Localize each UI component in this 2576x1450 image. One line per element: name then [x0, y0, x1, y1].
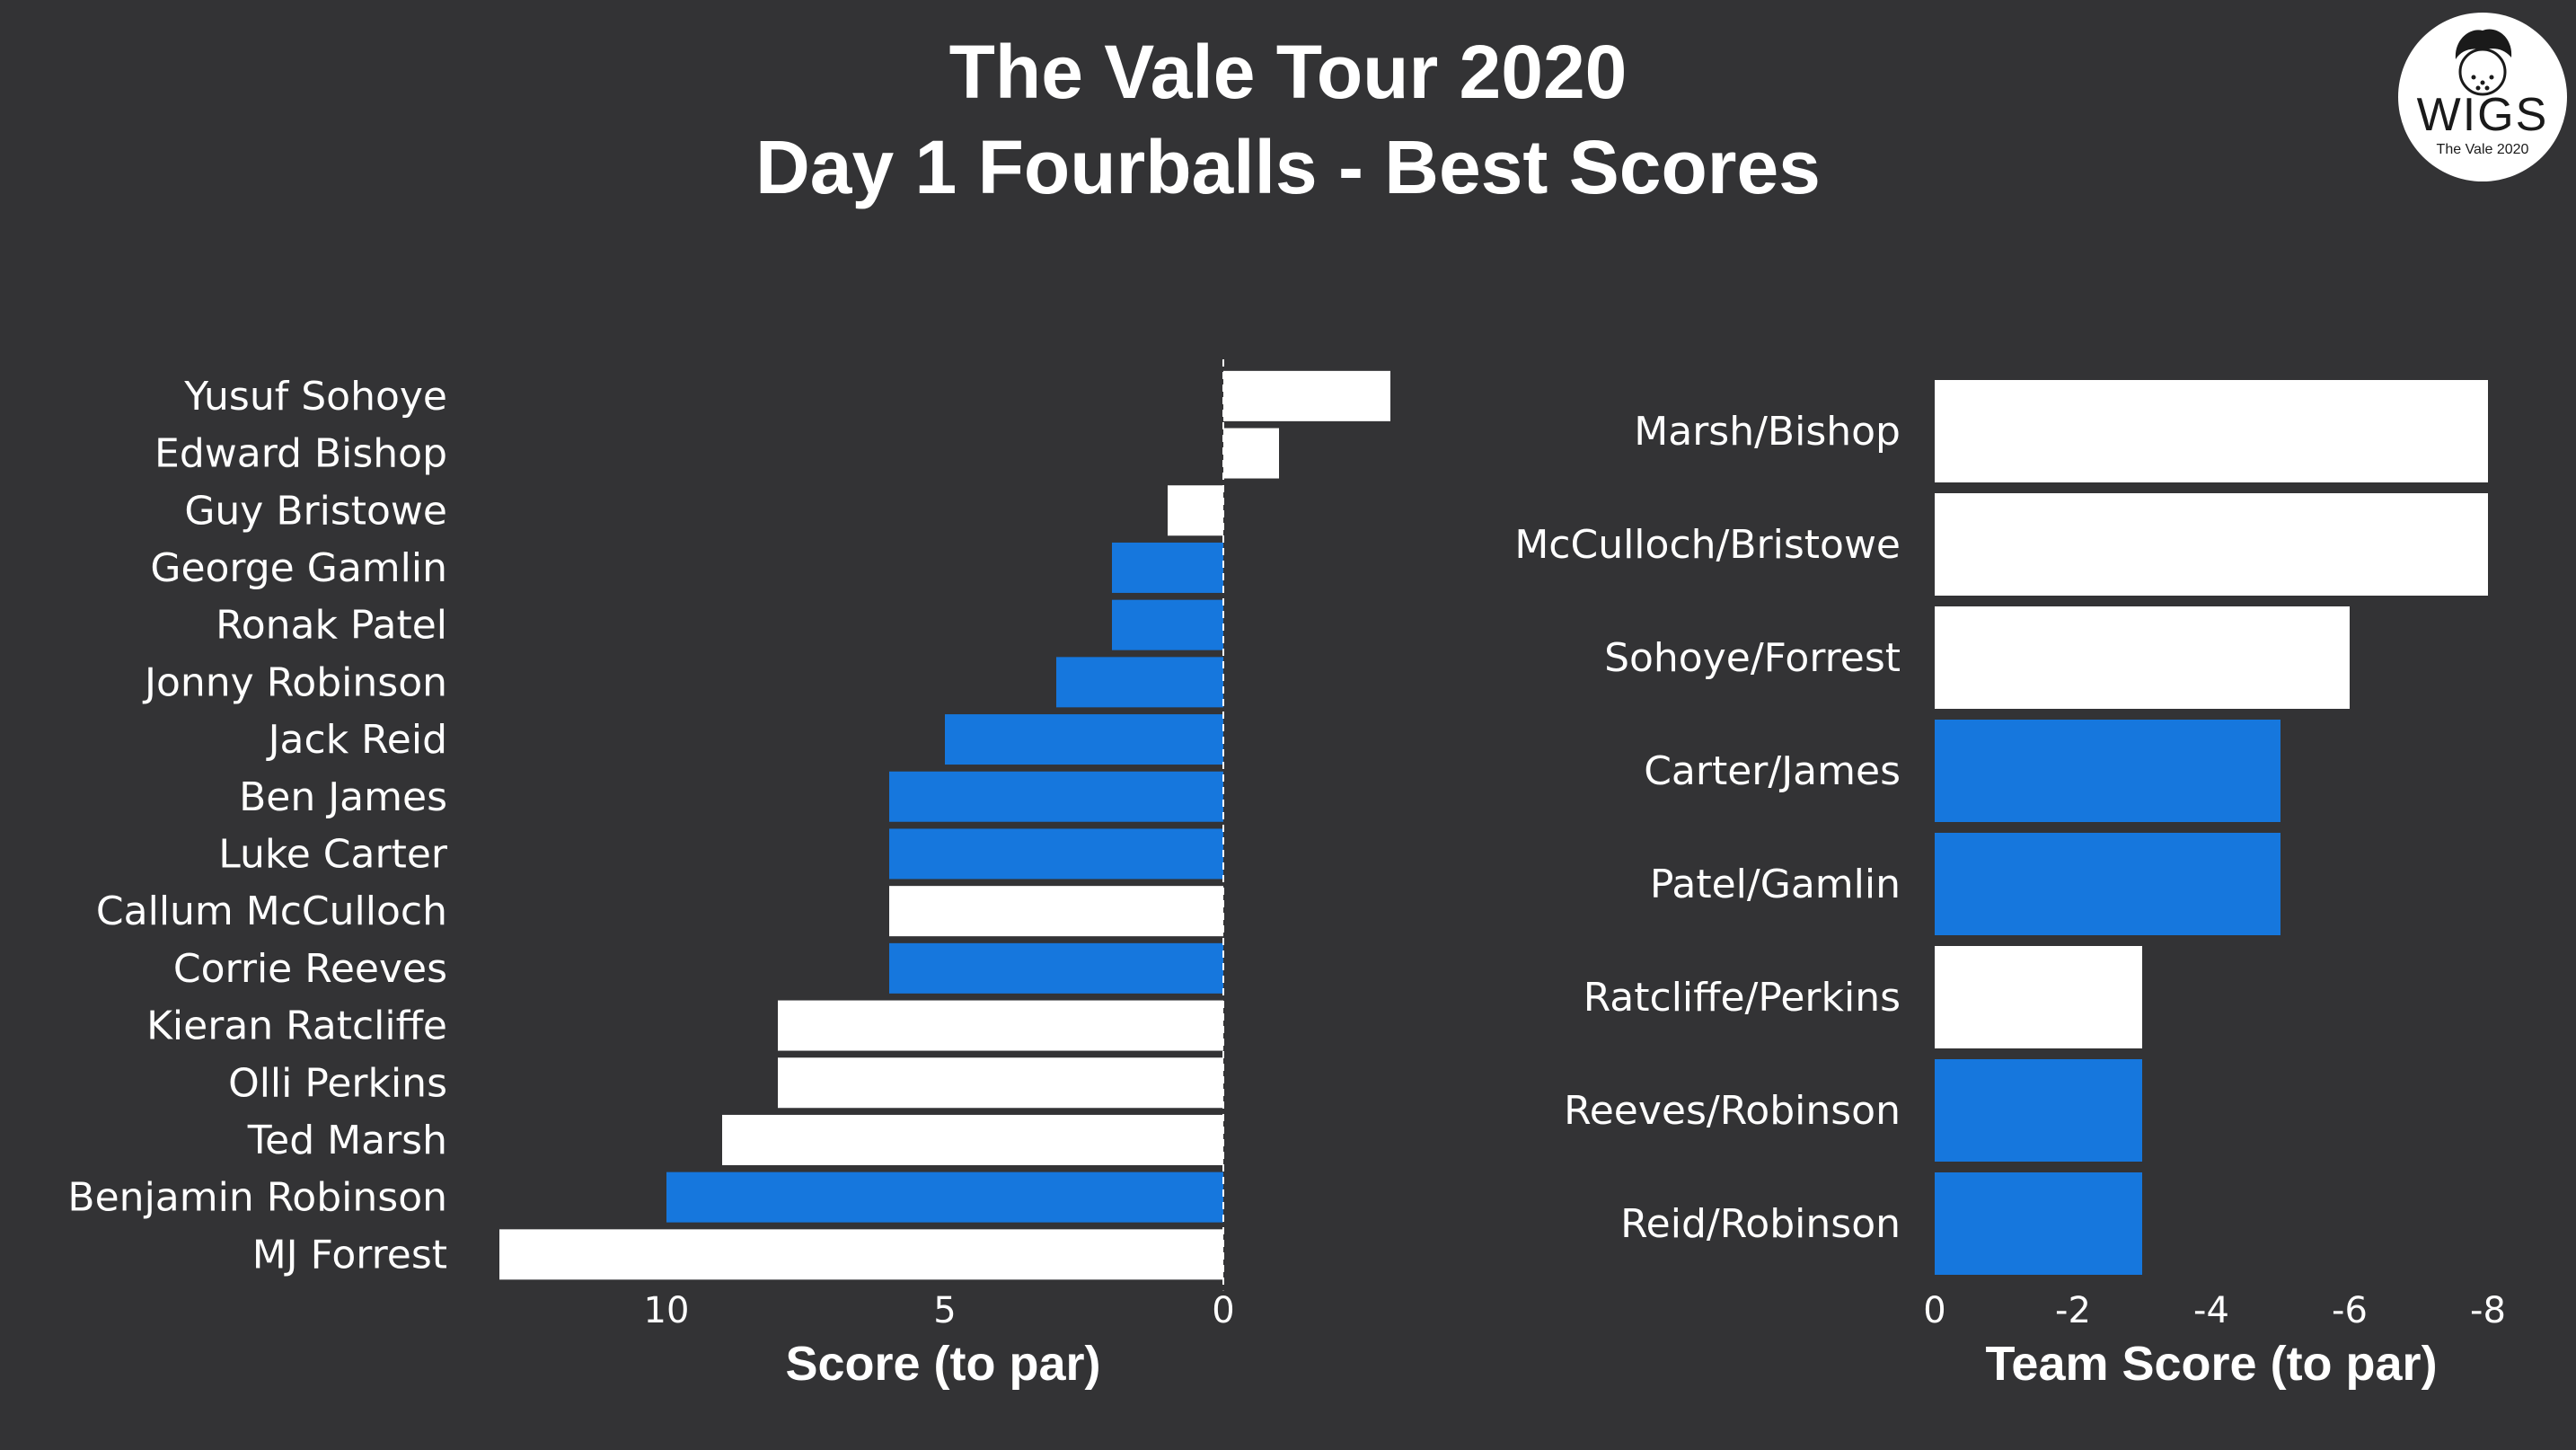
bar-mj-forrest: [499, 1229, 1223, 1280]
bar-mcculloch-bristowe: [1935, 493, 2488, 596]
x-tick-label: -4: [2193, 1290, 2229, 1331]
category-label-guy-bristowe: Guy Bristowe: [184, 488, 447, 534]
category-label-ted-marsh: Ted Marsh: [247, 1118, 447, 1163]
category-label-olli-perkins: Olli Perkins: [228, 1060, 447, 1106]
bar-reid-robinson: [1935, 1172, 2142, 1275]
bar-jonny-robinson: [1056, 657, 1223, 708]
bar-olli-perkins: [778, 1057, 1223, 1109]
bar-kieran-ratcliffe: [778, 1000, 1223, 1051]
category-label-marsh-bishop: Marsh/Bishop: [1634, 409, 1901, 455]
bar-yusuf-sohoye: [1223, 370, 1390, 421]
x-tick-label: 5: [933, 1290, 956, 1331]
bar-ted-marsh: [722, 1114, 1223, 1165]
x-tick-label: 10: [644, 1290, 690, 1331]
category-label-george-gamlin: George Gamlin: [150, 545, 447, 591]
x-tick-label: 0: [1212, 1290, 1234, 1331]
category-label-carter-james: Carter/James: [1644, 748, 1901, 794]
category-label-ronak-patel: Ronak Patel: [216, 603, 447, 649]
bar-benjamin-robinson: [666, 1171, 1223, 1223]
x-tick-label: -8: [2470, 1290, 2506, 1331]
bar-guy-bristowe: [1168, 485, 1223, 536]
category-label-mj-forrest: MJ Forrest: [252, 1232, 447, 1278]
wigs-logo: WIGS The Vale 2020: [2398, 13, 2567, 181]
bar-patel-gamlin: [1935, 833, 2280, 935]
logo-wordmark: WIGS: [2416, 89, 2549, 141]
bar-edward-bishop: [1223, 428, 1279, 479]
x-tick-label: -6: [2332, 1290, 2368, 1331]
category-label-patel-gamlin: Patel/Gamlin: [1650, 862, 1901, 907]
bar-george-gamlin: [1112, 542, 1223, 593]
category-label-edward-bishop: Edward Bishop: [154, 431, 447, 477]
category-label-reid-robinson: Reid/Robinson: [1620, 1201, 1901, 1247]
category-label-yusuf-sohoye: Yusuf Sohoye: [183, 374, 447, 420]
category-label-kieran-ratcliffe: Kieran Ratcliffe: [146, 1004, 447, 1049]
bar-ronak-patel: [1112, 599, 1223, 650]
bar-luke-carter: [889, 828, 1223, 880]
x-tick-label: 0: [1923, 1290, 1945, 1331]
chart-title-line-1: The Vale Tour 2020: [948, 30, 1628, 114]
logo-subtitle: The Vale 2020: [2436, 142, 2529, 157]
category-label-benjamin-robinson: Benjamin Robinson: [67, 1175, 447, 1221]
x-tick-label: -2: [2055, 1290, 2091, 1331]
category-label-reeves-robinson: Reeves/Robinson: [1564, 1088, 1901, 1134]
category-label-jack-reid: Jack Reid: [266, 717, 447, 763]
golfer-head-icon: [2455, 29, 2512, 96]
bar-sohoye-forrest: [1935, 606, 2350, 709]
bar-ben-james: [889, 771, 1223, 822]
bar-carter-james: [1935, 720, 2280, 822]
bar-jack-reid: [945, 714, 1223, 765]
chart-title-line-2: Day 1 Fourballs - Best Scores: [755, 125, 1821, 209]
category-label-corrie-reeves: Corrie Reeves: [173, 946, 447, 992]
x-axis-title-left: Score (to par): [785, 1337, 1100, 1391]
category-label-ratcliffe-perkins: Ratcliffe/Perkins: [1584, 975, 1901, 1021]
category-label-callum-mcculloch: Callum McCulloch: [96, 889, 447, 934]
x-axis-title-right: Team Score (to par): [1985, 1337, 2437, 1391]
category-label-mcculloch-bristowe: McCulloch/Bristowe: [1514, 522, 1901, 568]
category-label-ben-james: Ben James: [239, 774, 447, 820]
bar-marsh-bishop: [1935, 380, 2488, 482]
bar-corrie-reeves: [889, 942, 1223, 994]
category-label-sohoye-forrest: Sohoye/Forrest: [1604, 635, 1901, 681]
bar-ratcliffe-perkins: [1935, 946, 2142, 1048]
category-label-luke-carter: Luke Carter: [218, 831, 448, 877]
category-label-jonny-robinson: Jonny Robinson: [142, 659, 447, 705]
bar-callum-mcculloch: [889, 886, 1223, 937]
bar-reeves-robinson: [1935, 1059, 2142, 1162]
